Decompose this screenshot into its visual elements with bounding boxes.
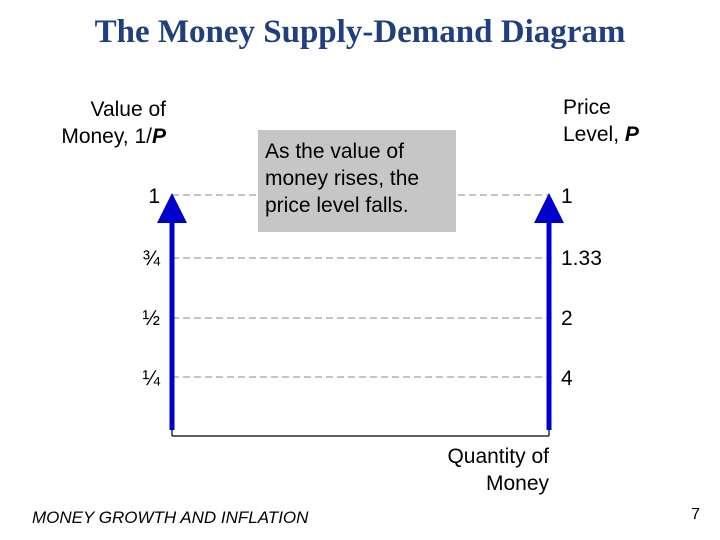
- left-axis-variable: P: [151, 125, 166, 148]
- value-label-3: ½: [142, 307, 160, 330]
- right-axis-label-line2: Level, P: [563, 121, 639, 148]
- x-axis-label: Quantity of Money: [447, 443, 549, 497]
- price-label-4: 4: [561, 367, 573, 390]
- right-axis-label-text: Level,: [563, 123, 625, 146]
- page-number: 7: [691, 506, 700, 523]
- value-label-1: 1: [148, 185, 160, 208]
- value-label-2: ¾: [142, 247, 160, 270]
- callout-box: As the value of money rises, the price l…: [258, 130, 456, 232]
- left-axis-label-line1: Value of: [90, 98, 167, 121]
- callout-line-2: money rises, the: [265, 167, 420, 190]
- x-axis-label-line1: Quantity of: [447, 445, 549, 468]
- price-label-1: 1: [561, 185, 573, 208]
- left-axis-label-text: Money, 1/: [61, 125, 152, 148]
- left-axis-label: Value of Money, 1/P: [61, 96, 166, 150]
- footer-text: MONEY GROWTH AND INFLATION: [32, 508, 309, 527]
- price-label-2: 1.33: [561, 247, 602, 270]
- callout-line-3: price level falls.: [265, 194, 409, 217]
- right-axis-variable: P: [624, 123, 639, 146]
- left-axis-label-line2: Money, 1/P: [61, 123, 166, 150]
- slide-title: The Money Supply-Demand Diagram: [94, 14, 626, 50]
- callout-line-1: As the value of: [265, 140, 404, 163]
- value-label-4: ¼: [142, 367, 160, 390]
- x-axis-label-line2: Money: [485, 472, 549, 495]
- right-axis-label: Price Level, P: [563, 94, 639, 148]
- right-axis-label-line1: Price: [563, 96, 611, 119]
- price-label-3: 2: [561, 307, 573, 330]
